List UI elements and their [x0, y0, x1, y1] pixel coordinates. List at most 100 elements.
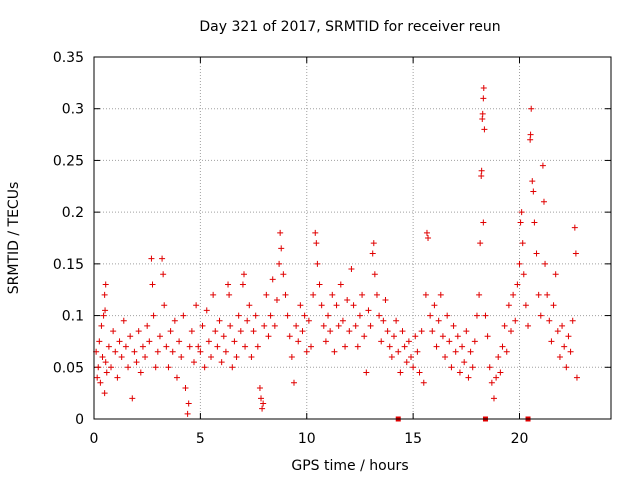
data-point — [139, 343, 146, 350]
data-point — [422, 291, 429, 298]
data-point — [420, 379, 427, 386]
data-point — [471, 338, 478, 345]
data-point — [469, 364, 476, 371]
data-point — [137, 369, 144, 376]
data-point — [539, 162, 546, 169]
data-point — [344, 297, 351, 304]
data-point — [254, 343, 261, 350]
y-tick-label: 0.2 — [62, 205, 84, 221]
data-point — [367, 322, 374, 329]
data-point — [573, 374, 580, 381]
data-point — [408, 353, 415, 360]
data-point — [452, 348, 459, 355]
data-point — [101, 390, 108, 397]
data-point — [463, 328, 470, 335]
data-point — [488, 379, 495, 386]
data-point — [427, 312, 434, 319]
data-point — [226, 291, 233, 298]
data-point — [490, 395, 497, 402]
data-point — [286, 333, 293, 340]
data-point — [244, 317, 251, 324]
data-point — [365, 307, 372, 314]
data-point — [102, 307, 109, 314]
data-point — [142, 353, 149, 360]
data-point — [497, 369, 504, 376]
data-point — [237, 328, 244, 335]
data-point — [548, 338, 555, 345]
x-tick-label: 15 — [404, 431, 422, 447]
data-point — [318, 302, 325, 309]
data-point — [499, 343, 506, 350]
data-point — [310, 291, 317, 298]
data-point — [212, 328, 219, 335]
x-tick-label: 20 — [511, 431, 529, 447]
data-point — [250, 328, 257, 335]
data-point — [378, 338, 385, 345]
data-point — [528, 105, 535, 112]
data-point — [561, 343, 568, 350]
data-point — [423, 229, 430, 236]
data-point — [297, 302, 304, 309]
data-point — [520, 271, 527, 278]
data-point — [393, 317, 400, 324]
data-point — [235, 312, 242, 319]
data-point — [435, 317, 442, 324]
data-point — [448, 364, 455, 371]
data-point — [252, 312, 259, 319]
data-point — [144, 322, 151, 329]
data-point — [265, 333, 272, 340]
data-point — [199, 322, 206, 329]
data-point — [410, 364, 417, 371]
data-point — [437, 291, 444, 298]
data-point — [412, 333, 419, 340]
grid — [94, 57, 611, 419]
data-point — [231, 338, 238, 345]
data-point — [149, 281, 156, 288]
data-point — [554, 328, 561, 335]
data-point — [337, 281, 344, 288]
data-point — [154, 348, 161, 355]
data-point — [186, 343, 193, 350]
data-point — [476, 291, 483, 298]
data-point — [112, 348, 119, 355]
data-point — [556, 353, 563, 360]
data-point — [370, 240, 377, 247]
data-point — [278, 245, 285, 252]
data-point — [258, 395, 265, 402]
data-point — [276, 260, 283, 267]
x-axis-label: GPS time / hours — [291, 458, 408, 474]
data-point — [531, 219, 538, 226]
data-point — [479, 110, 486, 117]
data-point — [565, 333, 572, 340]
data-point — [131, 348, 138, 355]
data-point — [293, 322, 300, 329]
data-point — [519, 240, 526, 247]
data-point — [248, 353, 255, 360]
data-point — [525, 322, 532, 329]
axis-ticks: 0 0.05 0.1 0.15 0.2 0.25 0.3 0.35 0 5 10 15 20 — [53, 50, 611, 447]
data-point — [305, 317, 312, 324]
data-point — [456, 369, 463, 376]
data-point — [346, 328, 353, 335]
data-point — [110, 328, 117, 335]
data-point — [354, 343, 361, 350]
data-point — [333, 302, 340, 309]
data-point — [201, 364, 208, 371]
data-point — [571, 224, 578, 231]
data-point — [116, 338, 123, 345]
data-point — [280, 271, 287, 278]
data-point — [480, 219, 487, 226]
data-point — [284, 312, 291, 319]
data-point — [222, 348, 229, 355]
data-point — [335, 322, 342, 329]
x-tick-label: 5 — [196, 431, 205, 447]
data-point — [331, 348, 338, 355]
data-point — [135, 328, 142, 335]
data-point — [152, 364, 159, 371]
data-point — [218, 359, 225, 366]
data-point — [510, 291, 517, 298]
data-point — [527, 136, 534, 143]
data-point — [195, 343, 202, 350]
data-point — [129, 395, 136, 402]
data-point — [352, 322, 359, 329]
